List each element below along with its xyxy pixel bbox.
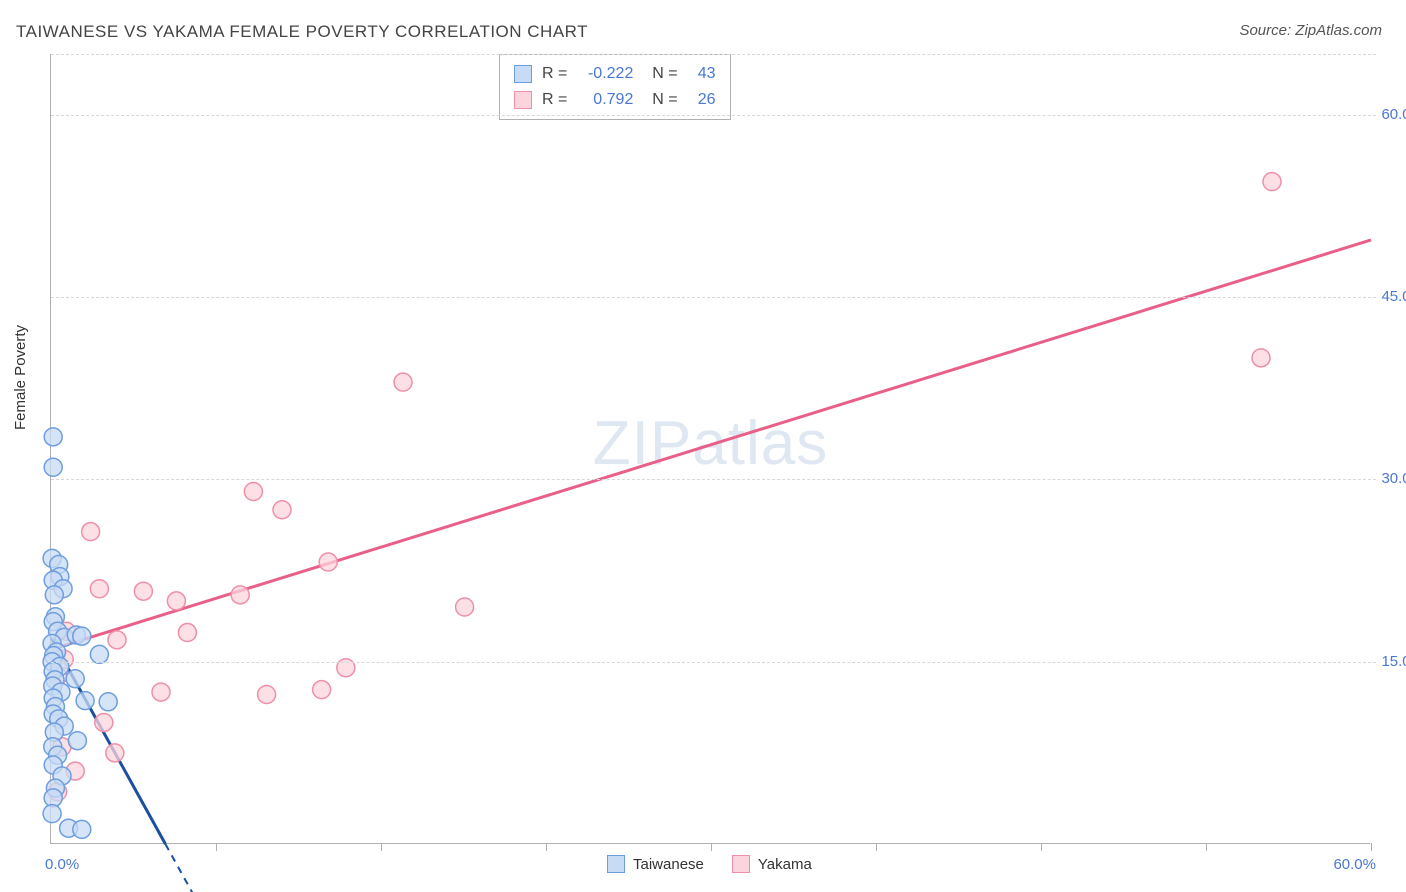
gridline	[51, 54, 1376, 55]
data-point	[43, 805, 61, 823]
x-tick-label: 60.0%	[1333, 856, 1376, 873]
data-point	[73, 820, 91, 838]
regression-line-ext	[165, 844, 205, 892]
x-tick	[546, 843, 547, 851]
data-point	[76, 692, 94, 710]
data-point	[231, 586, 249, 604]
x-tick	[1206, 843, 1207, 851]
data-point	[99, 693, 117, 711]
chart-container: TAIWANESE VS YAKAMA FEMALE POVERTY CORRE…	[0, 0, 1406, 892]
x-tick-label: 0.0%	[45, 856, 79, 873]
data-point	[90, 645, 108, 663]
data-point	[319, 553, 337, 571]
gridline	[51, 662, 1376, 663]
legend-series: Taiwanese Yakama	[607, 855, 812, 873]
gridline	[51, 297, 1376, 298]
x-tick	[711, 843, 712, 851]
source-label: Source: ZipAtlas.com	[1239, 22, 1382, 39]
x-tick	[1041, 843, 1042, 851]
data-point	[258, 686, 276, 704]
y-tick-label: 45.0%	[1381, 288, 1406, 305]
x-tick	[876, 843, 877, 851]
data-point	[273, 501, 291, 519]
legend-row-yakama: R = 0.792 N = 26	[514, 87, 716, 113]
x-tick	[1371, 843, 1372, 851]
swatch-icon	[514, 91, 532, 109]
legend-item-yakama: Yakama	[732, 855, 812, 873]
x-tick	[381, 843, 382, 851]
data-point	[456, 598, 474, 616]
data-point	[394, 373, 412, 391]
data-point	[178, 624, 196, 642]
x-tick	[216, 843, 217, 851]
data-point	[68, 732, 86, 750]
chart-title: TAIWANESE VS YAKAMA FEMALE POVERTY CORRE…	[16, 22, 588, 42]
data-point	[167, 592, 185, 610]
data-point	[90, 580, 108, 598]
data-point	[1252, 349, 1270, 367]
swatch-icon	[607, 855, 625, 873]
data-point	[152, 683, 170, 701]
legend-row-taiwanese: R = -0.222 N = 43	[514, 61, 716, 87]
data-point	[44, 458, 62, 476]
legend-item-taiwanese: Taiwanese	[607, 855, 704, 873]
regression-line	[51, 240, 1371, 650]
swatch-icon	[732, 855, 750, 873]
data-point	[134, 582, 152, 600]
y-axis-label: Female Poverty	[12, 325, 29, 430]
legend-stats: R = -0.222 N = 43 R = 0.792 N = 26	[499, 54, 731, 120]
data-point	[244, 483, 262, 501]
gridline	[51, 115, 1376, 116]
data-point	[106, 744, 124, 762]
y-tick-label: 60.0%	[1381, 106, 1406, 123]
data-point	[45, 586, 63, 604]
y-tick-label: 15.0%	[1381, 653, 1406, 670]
swatch-icon	[514, 65, 532, 83]
scatter-svg	[51, 54, 1370, 843]
data-point	[313, 681, 331, 699]
plot-area: ZIPatlas R = -0.222 N = 43 R = 0.792 N =…	[50, 54, 1370, 844]
data-point	[73, 627, 91, 645]
y-tick-label: 30.0%	[1381, 470, 1406, 487]
data-point	[66, 670, 84, 688]
data-point	[82, 523, 100, 541]
gridline	[51, 479, 1376, 480]
data-point	[95, 713, 113, 731]
data-point	[108, 631, 126, 649]
data-point	[44, 428, 62, 446]
data-point	[1263, 173, 1281, 191]
